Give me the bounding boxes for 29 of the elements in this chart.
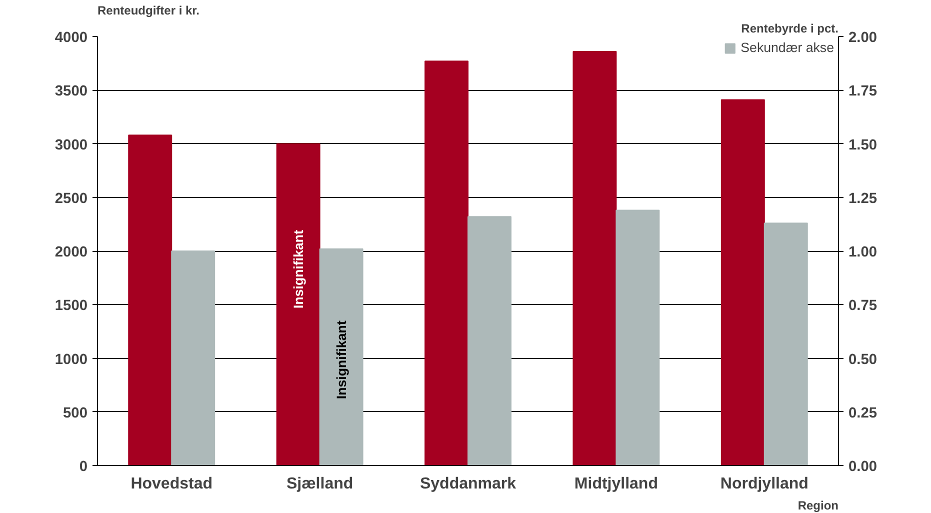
y2-tick-label: 2.00 (848, 30, 878, 46)
y-tick-label: 500 (63, 405, 88, 422)
y-tick-label: 3500 (54, 84, 88, 100)
y2-tick-label: 1.75 (848, 84, 878, 100)
y2-tick-label: 0.50 (848, 352, 878, 368)
y2-tick-label: 1.00 (848, 244, 878, 260)
y-tick-label: 4000 (54, 30, 88, 46)
y-tick-label: 0 (79, 459, 88, 475)
legend-label: Sekundær akse (740, 40, 834, 55)
y-tick-label: 1000 (54, 352, 88, 368)
annotation: Insignifikant (290, 229, 306, 308)
y2-axis-title: Rentebyrde i pct. (741, 22, 839, 36)
y-axis-title: Renteudgifter i kr. (98, 4, 200, 18)
x-axis-title: Region (798, 498, 839, 512)
annotation: Insignifikant (334, 320, 349, 400)
y2-tick-label: 1.50 (848, 137, 878, 154)
x-tick-label: Midtjylland (574, 476, 658, 492)
y2-tick-label: 0.75 (848, 298, 878, 314)
y2-tick-label: 1.25 (848, 190, 878, 207)
y-tick-label: 3000 (54, 137, 88, 154)
x-tick-label: Nordjylland (720, 476, 808, 492)
x-tick-label: Sjælland (286, 476, 354, 492)
x-tick-label: Syddanmark (420, 476, 516, 492)
y-tick-label: 2000 (54, 244, 88, 260)
y-tick-label: 2500 (54, 190, 88, 207)
x-tick-label: Hovedstad (130, 476, 212, 492)
y2-tick-label: 0.25 (848, 405, 878, 422)
y2-tick-label: 0.00 (848, 459, 878, 475)
y-tick-label: 1500 (54, 298, 88, 314)
